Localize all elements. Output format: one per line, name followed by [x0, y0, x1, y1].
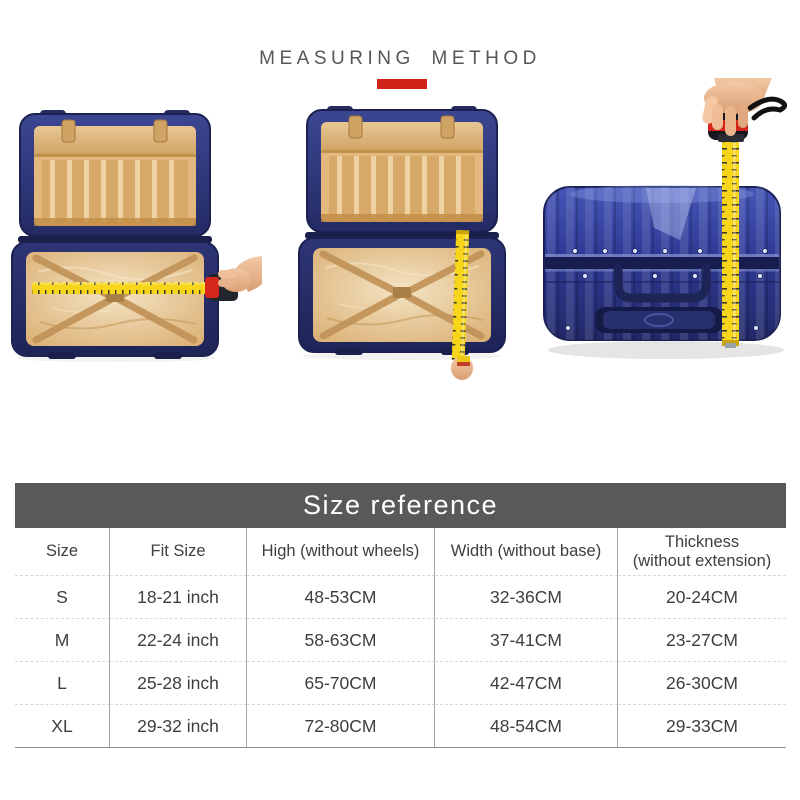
strap-loop [747, 96, 788, 121]
carry-handle [613, 263, 711, 303]
photo-open-suitcase-depth-measure [296, 106, 508, 380]
cell-m-high: 58-63CM [247, 619, 435, 662]
measuring-tape-vertical [722, 136, 739, 348]
closed-suitcase [543, 185, 781, 341]
cell-s-high: 48-53CM [247, 576, 435, 619]
col-header-size: Size [15, 528, 110, 576]
cell-m-width: 37-41CM [435, 619, 618, 662]
measuring-tape-horizontal [32, 282, 214, 294]
cell-s-thickness: 20-24CM [618, 576, 786, 619]
cell-l-size: L [15, 662, 110, 705]
fingertip [451, 356, 473, 380]
cell-s-fit: 18-21 inch [110, 576, 247, 619]
photo-open-suitcase-width-measure [10, 110, 262, 362]
table-title-banner: Size reference [15, 483, 786, 528]
cell-l-high: 65-70CM [247, 662, 435, 705]
reflection [646, 188, 696, 240]
latch-panel [595, 307, 723, 333]
col-header-width: Width (without base) [435, 528, 618, 576]
table-grid: Size Fit Size High (without wheels) Widt… [15, 528, 786, 748]
cell-m-fit: 22-24 inch [110, 619, 247, 662]
hand [218, 256, 262, 292]
shadow [302, 352, 502, 360]
hand [702, 78, 788, 136]
photo-closed-suitcase-height-measure [528, 78, 793, 378]
cell-l-thickness: 26-30CM [618, 662, 786, 705]
cell-xl-width: 48-54CM [435, 705, 618, 747]
cell-l-fit: 25-28 inch [110, 662, 247, 705]
title-underline [377, 79, 427, 89]
cell-xl-size: XL [15, 705, 110, 747]
cell-s-width: 32-36CM [435, 576, 618, 619]
col-header-thickness: Thickness (without extension) [618, 528, 786, 576]
cell-s-size: S [15, 576, 110, 619]
cell-l-width: 42-47CM [435, 662, 618, 705]
floor-shadow [548, 341, 784, 359]
cell-m-thickness: 23-27CM [618, 619, 786, 662]
frame-band [545, 254, 779, 283]
cell-xl-high: 72-80CM [247, 705, 435, 747]
col-header-fit-size: Fit Size [110, 528, 247, 576]
size-reference-table: Size reference Size Fit Size High (witho… [15, 483, 786, 748]
cell-xl-thickness: 29-33CM [666, 715, 738, 736]
measuring-tape-vertical [451, 229, 470, 361]
col-header-high: High (without wheels) [247, 528, 435, 576]
page-title: MEASURING METHOD [259, 48, 541, 69]
cell-xl-fit: 29-32 inch [110, 705, 247, 747]
cell-m-size: M [15, 619, 110, 662]
